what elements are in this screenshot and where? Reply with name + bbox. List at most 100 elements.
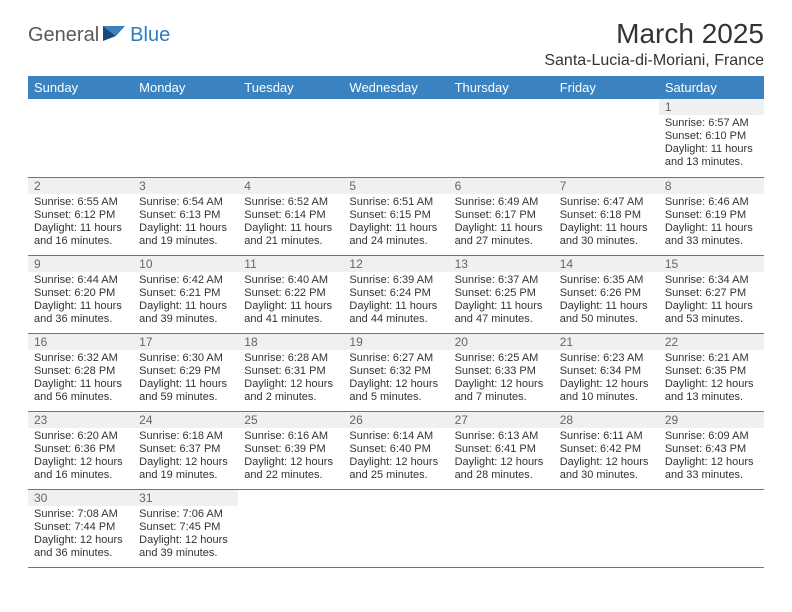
calendar-body: 1Sunrise: 6:57 AMSunset: 6:10 PMDaylight… [28, 99, 764, 567]
daylight-line: Daylight: 11 hours and 56 minutes. [34, 378, 127, 404]
logo-flag-icon [103, 23, 129, 41]
sunrise-line: Sunrise: 6:13 AM [455, 430, 548, 443]
day-number: 8 [659, 178, 764, 194]
day-number: 25 [238, 412, 343, 428]
day-body: Sunrise: 6:32 AMSunset: 6:28 PMDaylight:… [28, 350, 133, 408]
empty-cell [449, 99, 554, 177]
daylight-line: Daylight: 11 hours and 39 minutes. [139, 300, 232, 326]
day-body: Sunrise: 6:30 AMSunset: 6:29 PMDaylight:… [133, 350, 238, 408]
sunrise-line: Sunrise: 6:55 AM [34, 196, 127, 209]
day-number: 6 [449, 178, 554, 194]
calendar-header-row: Sunday Monday Tuesday Wednesday Thursday… [28, 76, 764, 99]
sunset-line: Sunset: 6:41 PM [455, 443, 548, 456]
daylight-line: Daylight: 11 hours and 44 minutes. [349, 300, 442, 326]
day-cell: 26Sunrise: 6:14 AMSunset: 6:40 PMDayligh… [343, 411, 448, 489]
empty-cell [659, 489, 764, 567]
sunrise-line: Sunrise: 6:30 AM [139, 352, 232, 365]
day-number: 14 [554, 256, 659, 272]
sunrise-line: Sunrise: 6:16 AM [244, 430, 337, 443]
day-cell: 9Sunrise: 6:44 AMSunset: 6:20 PMDaylight… [28, 255, 133, 333]
sunset-line: Sunset: 6:40 PM [349, 443, 442, 456]
day-body: Sunrise: 6:18 AMSunset: 6:37 PMDaylight:… [133, 428, 238, 486]
day-number: 3 [133, 178, 238, 194]
sunset-line: Sunset: 6:12 PM [34, 209, 127, 222]
day-body: Sunrise: 6:16 AMSunset: 6:39 PMDaylight:… [238, 428, 343, 486]
day-body: Sunrise: 6:49 AMSunset: 6:17 PMDaylight:… [449, 194, 554, 252]
sunset-line: Sunset: 7:45 PM [139, 521, 232, 534]
day-cell: 29Sunrise: 6:09 AMSunset: 6:43 PMDayligh… [659, 411, 764, 489]
day-number: 22 [659, 334, 764, 350]
day-number: 28 [554, 412, 659, 428]
sunrise-line: Sunrise: 6:11 AM [560, 430, 653, 443]
day-body: Sunrise: 6:28 AMSunset: 6:31 PMDaylight:… [238, 350, 343, 408]
day-body: Sunrise: 6:47 AMSunset: 6:18 PMDaylight:… [554, 194, 659, 252]
day-body: Sunrise: 6:20 AMSunset: 6:36 PMDaylight:… [28, 428, 133, 486]
sunrise-line: Sunrise: 6:25 AM [455, 352, 548, 365]
sunset-line: Sunset: 6:19 PM [665, 209, 758, 222]
sunrise-line: Sunrise: 6:42 AM [139, 274, 232, 287]
logo: General Blue [28, 24, 170, 47]
col-sunday: Sunday [28, 76, 133, 99]
day-cell: 2Sunrise: 6:55 AMSunset: 6:12 PMDaylight… [28, 177, 133, 255]
day-number: 7 [554, 178, 659, 194]
daylight-line: Daylight: 11 hours and 13 minutes. [665, 143, 758, 169]
day-cell: 27Sunrise: 6:13 AMSunset: 6:41 PMDayligh… [449, 411, 554, 489]
day-cell: 23Sunrise: 6:20 AMSunset: 6:36 PMDayligh… [28, 411, 133, 489]
logo-word-1: General [28, 24, 99, 47]
day-body: Sunrise: 7:06 AMSunset: 7:45 PMDaylight:… [133, 506, 238, 564]
empty-cell [449, 489, 554, 567]
sunset-line: Sunset: 6:36 PM [34, 443, 127, 456]
day-cell: 28Sunrise: 6:11 AMSunset: 6:42 PMDayligh… [554, 411, 659, 489]
sunset-line: Sunset: 6:29 PM [139, 365, 232, 378]
day-cell: 30Sunrise: 7:08 AMSunset: 7:44 PMDayligh… [28, 489, 133, 567]
day-number: 26 [343, 412, 448, 428]
day-cell: 19Sunrise: 6:27 AMSunset: 6:32 PMDayligh… [343, 333, 448, 411]
sunrise-line: Sunrise: 6:52 AM [244, 196, 337, 209]
col-monday: Monday [133, 76, 238, 99]
daylight-line: Daylight: 12 hours and 19 minutes. [139, 456, 232, 482]
empty-cell [343, 489, 448, 567]
empty-cell [28, 99, 133, 177]
day-cell: 24Sunrise: 6:18 AMSunset: 6:37 PMDayligh… [133, 411, 238, 489]
day-cell: 14Sunrise: 6:35 AMSunset: 6:26 PMDayligh… [554, 255, 659, 333]
day-number: 21 [554, 334, 659, 350]
day-number: 15 [659, 256, 764, 272]
daylight-line: Daylight: 12 hours and 7 minutes. [455, 378, 548, 404]
day-number: 16 [28, 334, 133, 350]
sunset-line: Sunset: 6:43 PM [665, 443, 758, 456]
sunset-line: Sunset: 6:13 PM [139, 209, 232, 222]
day-number: 23 [28, 412, 133, 428]
day-body: Sunrise: 6:21 AMSunset: 6:35 PMDaylight:… [659, 350, 764, 408]
sunset-line: Sunset: 6:21 PM [139, 287, 232, 300]
calendar-row: 23Sunrise: 6:20 AMSunset: 6:36 PMDayligh… [28, 411, 764, 489]
day-cell: 1Sunrise: 6:57 AMSunset: 6:10 PMDaylight… [659, 99, 764, 177]
day-body: Sunrise: 6:52 AMSunset: 6:14 PMDaylight:… [238, 194, 343, 252]
day-cell: 13Sunrise: 6:37 AMSunset: 6:25 PMDayligh… [449, 255, 554, 333]
day-body: Sunrise: 6:25 AMSunset: 6:33 PMDaylight:… [449, 350, 554, 408]
day-number: 13 [449, 256, 554, 272]
daylight-line: Daylight: 12 hours and 30 minutes. [560, 456, 653, 482]
sunset-line: Sunset: 6:14 PM [244, 209, 337, 222]
sunset-line: Sunset: 7:44 PM [34, 521, 127, 534]
sunrise-line: Sunrise: 6:47 AM [560, 196, 653, 209]
empty-cell [238, 99, 343, 177]
sunrise-line: Sunrise: 7:06 AM [139, 508, 232, 521]
day-number: 18 [238, 334, 343, 350]
sunset-line: Sunset: 6:27 PM [665, 287, 758, 300]
sunrise-line: Sunrise: 6:28 AM [244, 352, 337, 365]
daylight-line: Daylight: 11 hours and 36 minutes. [34, 300, 127, 326]
daylight-line: Daylight: 11 hours and 50 minutes. [560, 300, 653, 326]
daylight-line: Daylight: 12 hours and 13 minutes. [665, 378, 758, 404]
day-cell: 20Sunrise: 6:25 AMSunset: 6:33 PMDayligh… [449, 333, 554, 411]
day-cell: 25Sunrise: 6:16 AMSunset: 6:39 PMDayligh… [238, 411, 343, 489]
sunrise-line: Sunrise: 6:54 AM [139, 196, 232, 209]
sunset-line: Sunset: 6:35 PM [665, 365, 758, 378]
title-block: March 2025 Santa-Lucia-di-Moriani, Franc… [544, 18, 764, 70]
daylight-line: Daylight: 11 hours and 30 minutes. [560, 222, 653, 248]
sunset-line: Sunset: 6:20 PM [34, 287, 127, 300]
day-body: Sunrise: 6:55 AMSunset: 6:12 PMDaylight:… [28, 194, 133, 252]
day-cell: 17Sunrise: 6:30 AMSunset: 6:29 PMDayligh… [133, 333, 238, 411]
day-cell: 7Sunrise: 6:47 AMSunset: 6:18 PMDaylight… [554, 177, 659, 255]
daylight-line: Daylight: 12 hours and 36 minutes. [34, 534, 127, 560]
day-body: Sunrise: 6:40 AMSunset: 6:22 PMDaylight:… [238, 272, 343, 330]
